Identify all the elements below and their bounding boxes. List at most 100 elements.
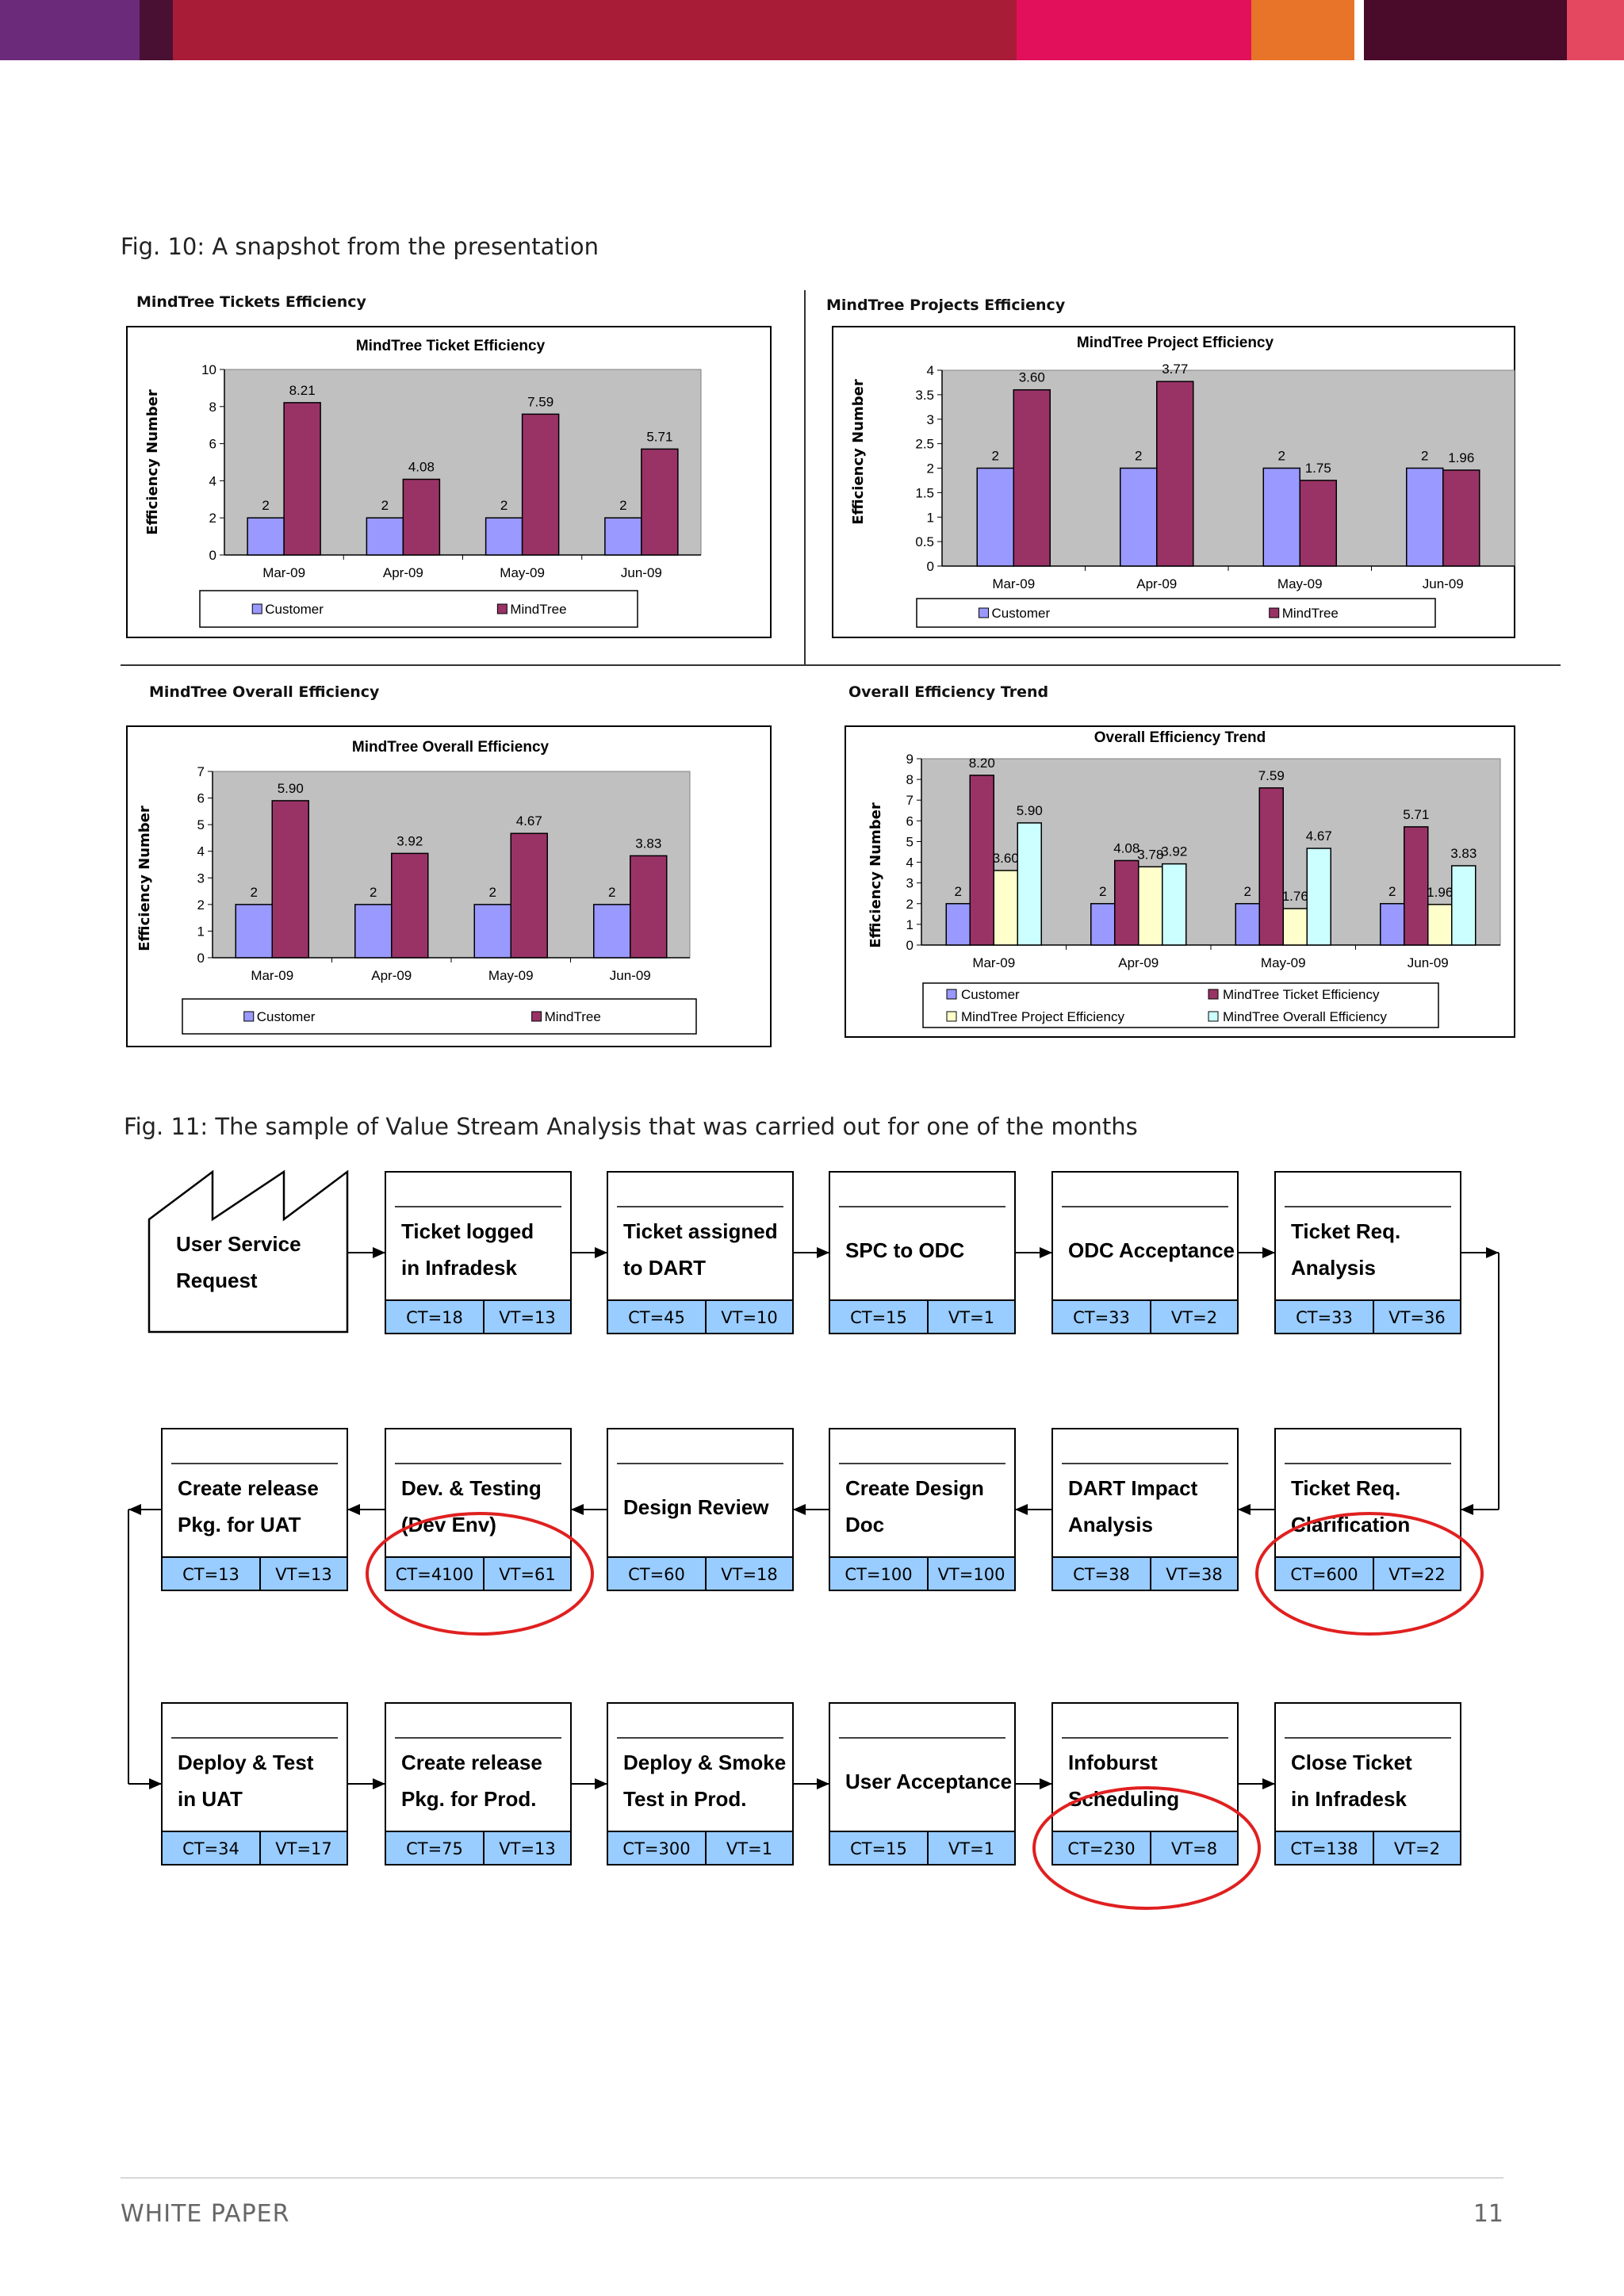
- data-label: 2: [262, 498, 269, 513]
- x-tick-label: Mar-09: [972, 955, 1015, 970]
- fig11-caption: Fig. 11: The sample of Value Stream Anal…: [124, 1113, 1138, 1140]
- vsa-step-metrics: [1051, 1831, 1239, 1866]
- y-tick-label: 1: [906, 917, 914, 932]
- vsa-step-vt: VT=13: [275, 1565, 332, 1584]
- y-tick-label: 0: [197, 951, 205, 966]
- vsa-step-label: Analysis: [1068, 1513, 1153, 1536]
- bar: [283, 402, 321, 556]
- chart-title: MindTree Overall Efficiency: [352, 739, 550, 756]
- y-axis-label: Efficiency Number: [868, 802, 884, 948]
- vsa-step-ct: CT=45: [628, 1308, 685, 1327]
- panel-title-overall: MindTree Overall Efficiency: [149, 683, 380, 701]
- data-label: 2: [489, 885, 496, 900]
- bar: [969, 775, 994, 946]
- vsa-step-label: Ticket Req.: [1291, 1219, 1400, 1243]
- vsa-step-vt: VT=18: [721, 1565, 778, 1584]
- header-color-bar: [0, 0, 1624, 60]
- vsa-step-vt: VT=1: [948, 1839, 994, 1858]
- vsa-step-ct: CT=33: [1073, 1308, 1130, 1327]
- bar: [1138, 866, 1163, 946]
- arrow-head: [595, 1778, 607, 1789]
- data-label: 2: [1278, 449, 1285, 464]
- bar: [1017, 822, 1042, 946]
- data-label: 2: [1388, 884, 1396, 899]
- arrow-head: [373, 1247, 385, 1258]
- data-label: 7.59: [527, 394, 553, 409]
- footer-rule: [121, 2177, 1503, 2179]
- vsa-step-ct: CT=600: [1290, 1565, 1358, 1584]
- vsa-step-label: Ticket Req.: [1291, 1476, 1400, 1500]
- bar: [485, 517, 523, 556]
- bar: [1299, 480, 1337, 567]
- bar: [1156, 381, 1194, 567]
- arrow-head: [817, 1778, 829, 1789]
- bar: [402, 478, 441, 556]
- data-label: 3.77: [1162, 362, 1188, 377]
- vsa-step-label: Pkg. for Prod.: [401, 1787, 536, 1811]
- y-tick-label: 2: [197, 897, 205, 913]
- y-tick-label: 0.5: [915, 534, 934, 549]
- bar: [1114, 859, 1139, 946]
- legend-swatch: [1269, 607, 1280, 618]
- vsa-step-metrics: [161, 1831, 348, 1866]
- y-axis-label: Efficiency Number: [136, 806, 153, 951]
- data-label: 3.92: [396, 833, 423, 848]
- vsa-step-label: Deploy & Smoke: [623, 1751, 786, 1774]
- vsa-step-ct: CT=15: [850, 1308, 907, 1327]
- x-tick-label: Jun-09: [621, 565, 662, 580]
- arrow-head: [1015, 1504, 1028, 1515]
- vsa-step-ct: CT=13: [182, 1565, 239, 1584]
- legend-swatch: [946, 989, 957, 1000]
- bar: [1306, 848, 1331, 946]
- vsa-step-label: Clarification: [1291, 1513, 1410, 1536]
- arrow-head: [793, 1504, 806, 1515]
- vsa-step-box: [1051, 1171, 1239, 1301]
- vsa-step-label: in Infradesk: [1291, 1787, 1407, 1811]
- start-label: Request: [176, 1269, 258, 1292]
- legend-box: [182, 998, 697, 1035]
- data-label: 2: [381, 498, 389, 513]
- bar: [1162, 863, 1187, 946]
- bar: [1090, 903, 1116, 946]
- legend-swatch: [946, 1011, 957, 1022]
- data-label: 2: [992, 449, 999, 464]
- vsa-step-label: Analysis: [1291, 1256, 1376, 1280]
- vsa-step-label: Ticket assigned: [623, 1219, 778, 1243]
- x-tick-label: May-09: [500, 565, 545, 580]
- vsa-step-metrics: [607, 1831, 794, 1866]
- vsa-step-vt: VT=38: [1166, 1565, 1223, 1584]
- highlight-ellipse: [366, 1512, 594, 1636]
- chart-title: MindTree Project Efficiency: [1077, 335, 1274, 351]
- x-tick-label: Apr-09: [1118, 955, 1159, 970]
- vsa-step-label: User Acceptance: [845, 1770, 1012, 1793]
- vsa-step-label: Create release: [401, 1751, 542, 1774]
- chart-overall-efficiency: MindTree Overall Efficiency Efficiency Nu…: [126, 725, 772, 1047]
- vsa-step-box: [1274, 1702, 1461, 1832]
- bar: [945, 903, 971, 946]
- bar: [604, 517, 642, 556]
- legend-label: Customer: [257, 1009, 316, 1024]
- bar: [247, 517, 285, 556]
- y-tick-label: 2: [906, 897, 914, 912]
- bar: [641, 448, 679, 556]
- legend-label: MindTree Project Efficiency: [961, 1009, 1124, 1024]
- legend-swatch: [496, 603, 508, 614]
- vsa-step-label: Doc: [845, 1513, 884, 1536]
- vsa-step-label: Infoburst: [1068, 1751, 1158, 1774]
- vsa-step-label: Test in Prod.: [623, 1787, 747, 1811]
- data-label: 5.90: [1017, 803, 1043, 818]
- x-tick-label: Apr-09: [1136, 576, 1177, 591]
- vsa-step-label: Dev. & Testing: [401, 1476, 542, 1500]
- bar: [1380, 903, 1405, 946]
- bar: [521, 413, 560, 556]
- data-label: 2: [1244, 884, 1251, 899]
- header-color-segment: [1251, 0, 1354, 60]
- data-label: 8.20: [969, 756, 995, 771]
- vsa-step-metrics: [1051, 1556, 1239, 1591]
- legend-label: MindTree Overall Efficiency: [1223, 1009, 1387, 1024]
- arrow-head: [1262, 1778, 1275, 1789]
- vsa-step-label: SPC to ODC: [845, 1238, 964, 1262]
- header-color-segment: [173, 0, 1017, 60]
- chart-title: MindTree Ticket Efficiency: [356, 338, 546, 354]
- value-stream-diagram: User Service Request Ticket logged in Infra…: [128, 1169, 1500, 1910]
